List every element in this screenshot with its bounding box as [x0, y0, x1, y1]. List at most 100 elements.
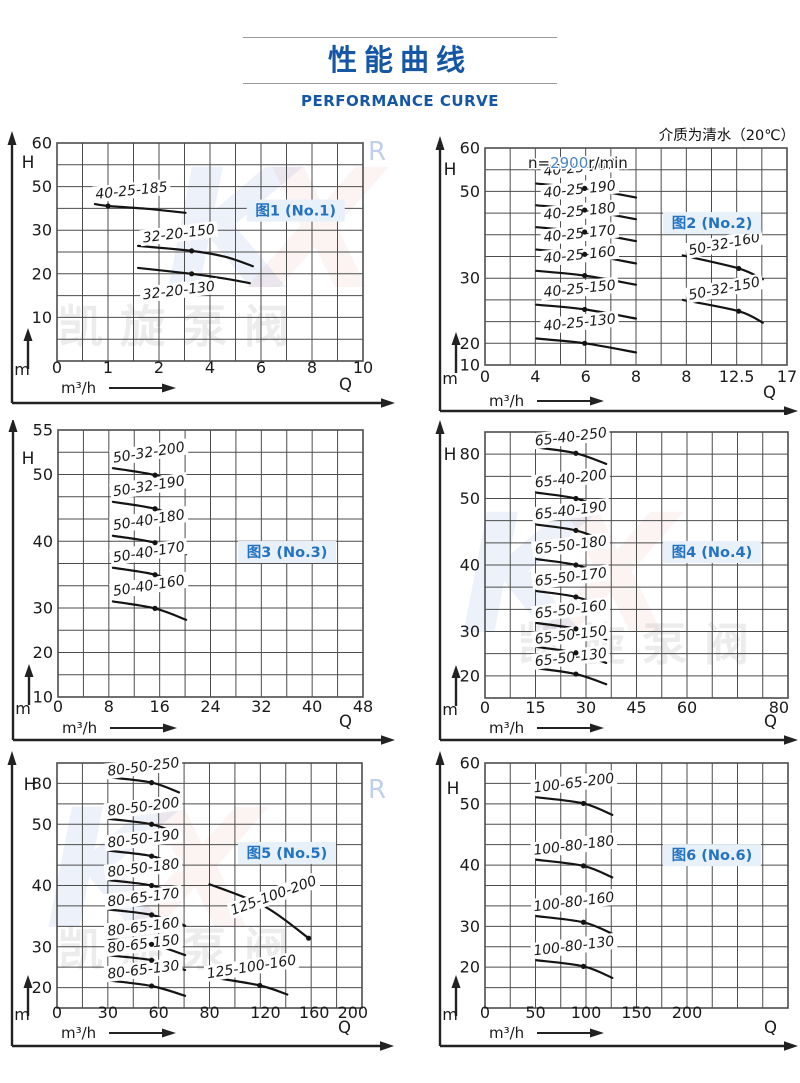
- head-arrow-icon: [23, 328, 33, 341]
- flow-axis-title: Q: [763, 383, 776, 402]
- svg-text:50: 50: [32, 177, 52, 196]
- x-axis-arrow-icon: [784, 1041, 798, 1051]
- chart-panel-3: 50-32-200 50-32-190 50-40-180 50-40-170 50-4…: [0, 420, 400, 750]
- svg-text:12.5: 12.5: [719, 367, 755, 386]
- page-subtitle: PERFORMANCE CURVE: [301, 92, 499, 110]
- duty-point: [573, 671, 579, 677]
- flow-axis-title: Q: [764, 1018, 777, 1037]
- x-axis-arrow-icon: [381, 398, 395, 408]
- svg-text:100-80-130: 100-80-130: [533, 934, 616, 960]
- curve-label: 50-40-160: [109, 571, 189, 600]
- y-axis-arrow-icon: [435, 751, 445, 765]
- svg-text:80: 80: [769, 698, 789, 717]
- y-axis-title: H: [24, 775, 37, 795]
- svg-text:0: 0: [52, 1003, 62, 1022]
- svg-text:10: 10: [32, 308, 52, 327]
- flow-arrow-icon: [537, 1028, 604, 1038]
- flow-axis-title: Q: [339, 712, 352, 731]
- svg-text:1: 1: [103, 358, 113, 377]
- flow-arrow-icon: [537, 723, 604, 733]
- y-axis-title: H: [22, 153, 35, 173]
- title-block: 性能曲线 PERFORMANCE CURVE: [243, 37, 557, 110]
- y-axis-title: H: [444, 445, 457, 465]
- svg-text:8: 8: [307, 358, 317, 377]
- head-arrow-icon: [451, 332, 461, 345]
- grid: [56, 142, 364, 362]
- x-axis-ticks: 0 8 16 24 32 40 48: [53, 697, 373, 716]
- chart-canvas-3: 50-32-200 50-32-190 50-40-180 50-40-170 50-4…: [8, 420, 395, 745]
- flow-unit-label: m³/h: [489, 392, 524, 410]
- head-arrow-icon: [24, 664, 34, 677]
- x-axis-ticks: 0 30 60 80 120 160 200: [52, 1003, 368, 1022]
- svg-text:20: 20: [460, 334, 480, 353]
- duty-point: [582, 185, 588, 191]
- svg-text:0: 0: [480, 698, 490, 717]
- head-unit-label: m: [442, 1005, 458, 1024]
- y-axis-ticks: 55 50 40 30 20 10: [33, 421, 53, 707]
- flow-unit-label: m³/h: [489, 1024, 524, 1042]
- x-axis-ticks: 0 15 30 45 60 80: [480, 698, 789, 717]
- svg-text:50: 50: [525, 1003, 545, 1022]
- svg-text:30: 30: [460, 622, 480, 641]
- duty-point: [148, 941, 155, 947]
- svg-text:48: 48: [353, 697, 373, 716]
- svg-text:160: 160: [299, 1003, 330, 1022]
- x-axis-ticks: 0 4 6 8 8 12.5 17: [480, 367, 797, 386]
- svg-text:100-65-200: 100-65-200: [533, 771, 616, 797]
- duty-point: [582, 340, 588, 346]
- curve-40-25-130: [535, 337, 638, 354]
- flow-unit-label: m³/h: [62, 719, 97, 737]
- svg-text:65-40-250: 65-40-250: [534, 425, 608, 450]
- figure-badge: 图2 (No.2): [663, 212, 762, 235]
- svg-text:30: 30: [33, 599, 53, 618]
- grid: [484, 762, 789, 1009]
- svg-text:40: 40: [32, 876, 52, 895]
- y-axis-title: H: [444, 160, 457, 180]
- axes: [435, 420, 798, 745]
- svg-text:40: 40: [460, 556, 480, 575]
- chart-canvas-6: 100-65-200 100-80-180 100-80-160 100-80-130…: [435, 751, 798, 1051]
- svg-text:150: 150: [621, 1003, 652, 1022]
- duty-point: [573, 527, 579, 534]
- svg-text:200: 200: [672, 1003, 703, 1022]
- duty-point: [573, 626, 579, 632]
- svg-text:40-25-150: 40-25-150: [543, 277, 617, 300]
- svg-text:0: 0: [480, 367, 490, 386]
- flow-arrow-icon: [110, 723, 177, 733]
- svg-text:30: 30: [32, 221, 52, 240]
- curve-100-80-130: [535, 959, 614, 979]
- svg-text:图6 (No.6): 图6 (No.6): [672, 847, 753, 864]
- svg-text:40-25-185: 40-25-185: [95, 179, 169, 202]
- svg-text:100: 100: [571, 1003, 602, 1022]
- curve-100-80-160: [535, 915, 614, 935]
- svg-text:24: 24: [200, 697, 220, 716]
- svg-text:60: 60: [460, 754, 480, 773]
- flow-unit-label: m³/h: [489, 719, 524, 737]
- svg-text:30: 30: [98, 1003, 118, 1022]
- duty-point: [105, 203, 111, 209]
- svg-text:20: 20: [32, 264, 52, 283]
- svg-text:16: 16: [149, 697, 169, 716]
- svg-text:40-25-200: 40-25-200: [543, 156, 617, 179]
- y-axis-arrow-icon: [7, 751, 17, 765]
- curve-80-65-130: [107, 979, 187, 997]
- curve-label: 40-25-130: [540, 310, 620, 335]
- duty-point: [580, 963, 587, 969]
- svg-text:80: 80: [199, 1003, 219, 1022]
- svg-text:图4 (No.4): 图4 (No.4): [672, 544, 753, 561]
- duty-point: [189, 271, 195, 277]
- duty-point: [582, 251, 588, 257]
- axes: [7, 131, 395, 408]
- axes: [8, 420, 395, 745]
- registered-mark-watermark: R: [368, 137, 386, 167]
- duty-point: [573, 495, 579, 502]
- duty-point: [582, 306, 588, 313]
- chart-panel-6: 100-65-200 100-80-180 100-80-160 100-80-130…: [400, 750, 800, 1083]
- x-axis-arrow-icon: [784, 406, 798, 415]
- flow-arrow-icon: [537, 396, 604, 406]
- svg-text:30: 30: [576, 698, 596, 717]
- curve-label: 100-65-200: [530, 769, 618, 797]
- medium-note: 介质为清水（20℃）: [659, 127, 795, 144]
